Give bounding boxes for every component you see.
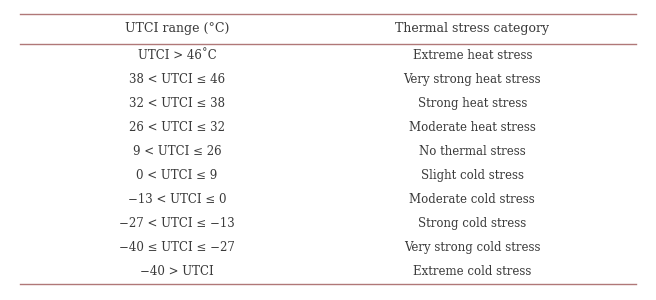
- Text: −13 < UTCI ≤ 0: −13 < UTCI ≤ 0: [128, 193, 226, 206]
- Text: 9 < UTCI ≤ 26: 9 < UTCI ≤ 26: [133, 145, 222, 158]
- Text: Slight cold stress: Slight cold stress: [420, 169, 524, 182]
- Text: UTCI range (°C): UTCI range (°C): [125, 22, 230, 35]
- Text: −27 < UTCI ≤ −13: −27 < UTCI ≤ −13: [119, 217, 235, 230]
- Text: No thermal stress: No thermal stress: [419, 145, 525, 158]
- Text: Strong heat stress: Strong heat stress: [418, 97, 527, 110]
- Text: Extreme heat stress: Extreme heat stress: [413, 49, 532, 62]
- Text: 0 < UTCI ≤ 9: 0 < UTCI ≤ 9: [136, 169, 218, 182]
- Text: Moderate heat stress: Moderate heat stress: [409, 121, 536, 134]
- Text: Moderate cold stress: Moderate cold stress: [409, 193, 535, 206]
- Text: UTCI > 46˚C: UTCI > 46˚C: [138, 49, 216, 62]
- Text: Very strong cold stress: Very strong cold stress: [404, 241, 541, 254]
- Text: 38 < UTCI ≤ 46: 38 < UTCI ≤ 46: [129, 73, 225, 86]
- Text: Thermal stress category: Thermal stress category: [396, 22, 549, 35]
- Text: 26 < UTCI ≤ 32: 26 < UTCI ≤ 32: [129, 121, 225, 134]
- Text: Extreme cold stress: Extreme cold stress: [413, 265, 531, 278]
- Text: −40 > UTCI: −40 > UTCI: [140, 265, 214, 278]
- Text: Strong cold stress: Strong cold stress: [418, 217, 527, 230]
- Text: −40 ≤ UTCI ≤ −27: −40 ≤ UTCI ≤ −27: [119, 241, 235, 254]
- Text: Very strong heat stress: Very strong heat stress: [403, 73, 541, 86]
- Text: 32 < UTCI ≤ 38: 32 < UTCI ≤ 38: [129, 97, 225, 110]
